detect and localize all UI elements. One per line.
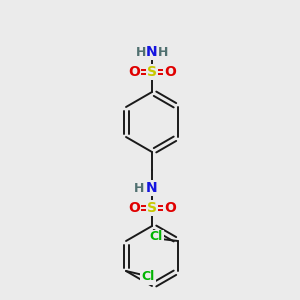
Text: Cl: Cl bbox=[149, 230, 163, 244]
Text: O: O bbox=[128, 65, 140, 79]
Text: O: O bbox=[164, 65, 176, 79]
Text: O: O bbox=[164, 201, 176, 215]
Text: S: S bbox=[147, 201, 157, 215]
Text: H: H bbox=[136, 46, 146, 59]
Text: N: N bbox=[146, 45, 158, 59]
Text: H: H bbox=[158, 46, 168, 59]
Text: H: H bbox=[134, 182, 144, 194]
Text: N: N bbox=[146, 181, 158, 195]
Text: O: O bbox=[128, 201, 140, 215]
Text: S: S bbox=[147, 65, 157, 79]
Text: Cl: Cl bbox=[141, 271, 154, 284]
